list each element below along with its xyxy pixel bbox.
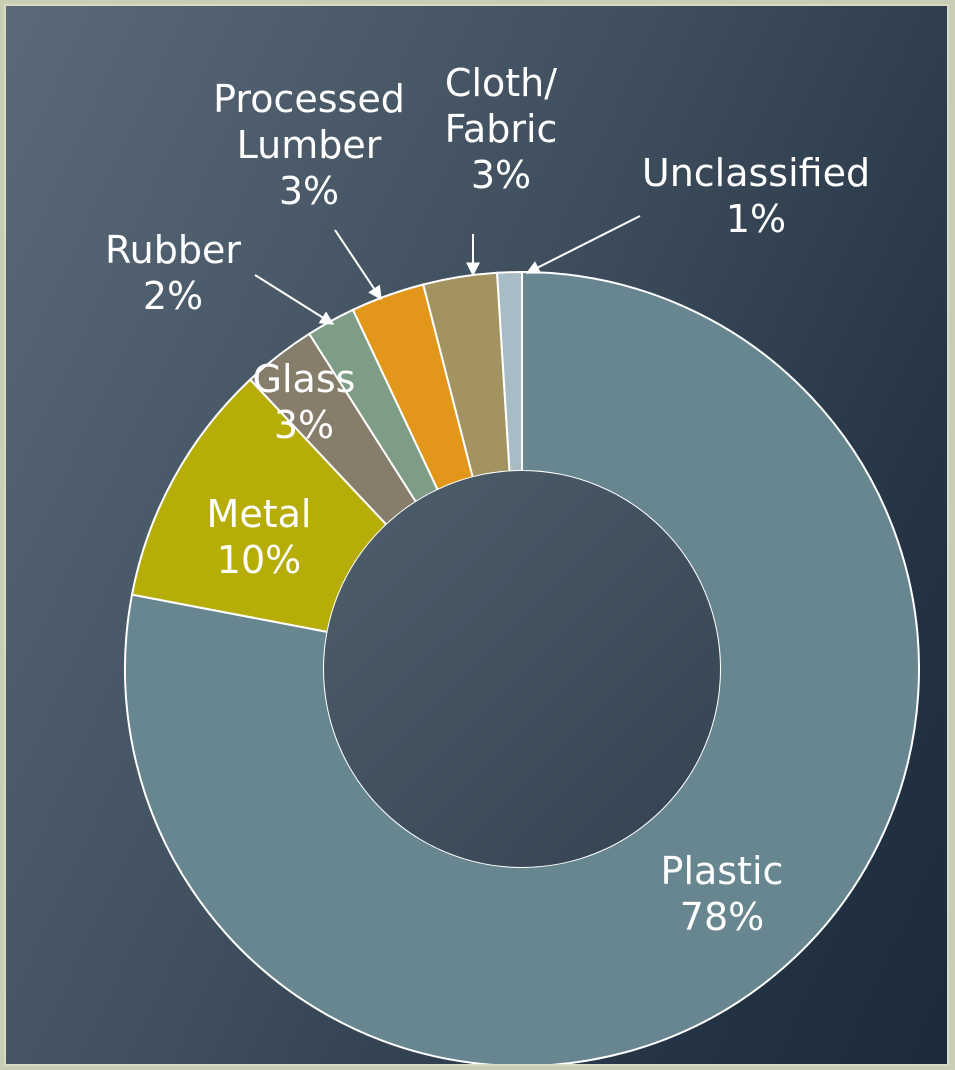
label-processed-line: Lumber [237,123,382,167]
label-glass: Glass 3% [253,357,356,447]
label-plastic-line: Plastic [661,849,784,893]
label-cloth-line: 3% [471,153,531,197]
label-cloth-line: Fabric [445,107,558,151]
label-cloth-line: Cloth/ [445,61,557,105]
leader-processed-lumber [334,229,382,301]
donut-hole [324,471,720,867]
label-rubber-line: Rubber [105,228,241,272]
label-rubber-line: 2% [143,274,203,318]
label-processed: Processed Lumber 3% [213,77,405,213]
leader-lines [254,215,641,325]
donut-chart: Plastic 78%Metal 10%Glass 3%Rubber 2%Process… [105,61,920,1064]
label-unclassified-line: 1% [726,197,786,241]
slice-labels: Plastic 78%Metal 10%Glass 3%Rubber 2%Process… [105,61,870,939]
label-plastic-line: 78% [680,895,764,939]
label-processed-line: 3% [279,169,339,213]
label-metal: Metal 10% [207,492,312,582]
label-processed-line: Processed [213,77,405,121]
label-plastic: Plastic 78% [661,849,784,939]
leader-rubber [254,274,335,325]
label-unclassified: Unclassified 1% [642,151,870,241]
label-glass-line: Glass [253,357,356,401]
label-metal-line: 10% [217,538,301,582]
donut-slices [124,270,920,1064]
leader-unclassified [525,215,641,274]
chart-frame: Plastic 78% Metal 10% Glass 3% Rubber 2% Process… [4,4,949,1066]
label-rubber: Rubber 2% [105,228,241,318]
label-glass-line: 3% [274,403,334,447]
label-metal-line: Metal [207,492,312,536]
label-cloth: Cloth/Fabric 3% [445,61,558,197]
label-unclassified-line: Unclassified [642,151,870,195]
